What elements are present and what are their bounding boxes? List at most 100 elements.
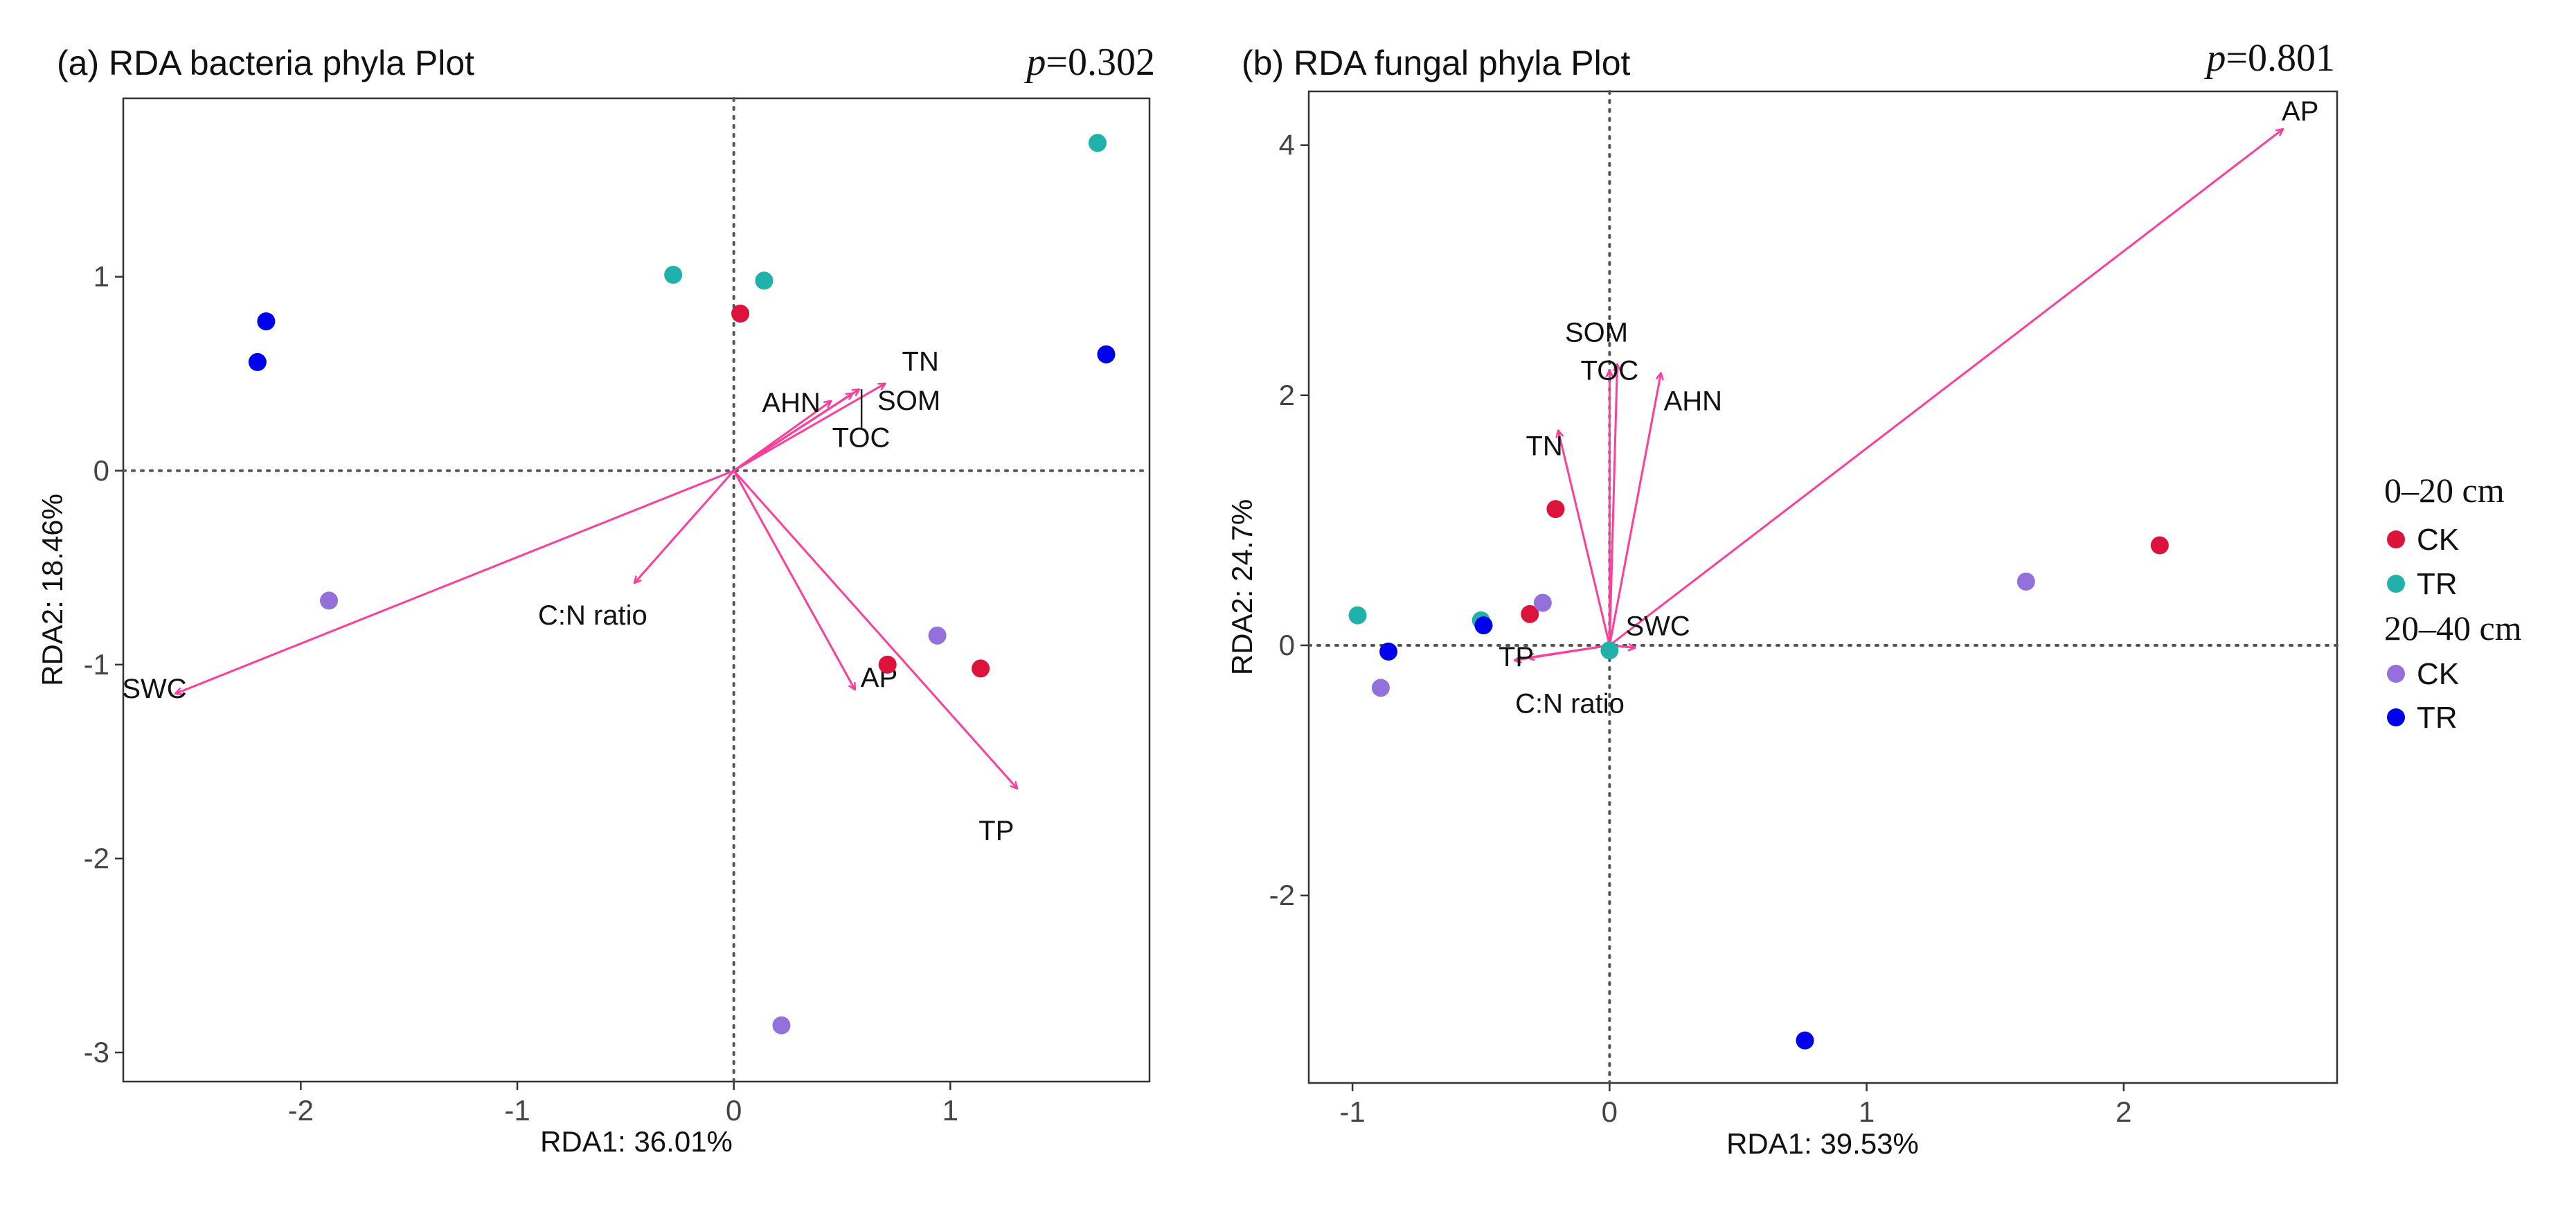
legend: 0–20 cm CK TR 20–40 cm CK TR [2384,471,2522,735]
panel-a-p-value: p=0.302 [1023,41,1155,84]
panel-b-reference-lines [1307,90,2338,1084]
panel-a-x-ticks: -2 -1 0 1 [288,1082,958,1127]
legend-label-20-40-ck: CK [2417,657,2459,691]
legend-label-0-20-tr: TR [2417,567,2458,601]
panel-a-title: (a) RDA bacteria phyla Plot [57,44,474,82]
arrow-swc [175,469,735,694]
arrow-label-swc: SWC [1625,611,1690,642]
y-tick-label: -1 [84,648,109,681]
data-point [755,271,773,290]
arrow-ahn [1608,373,1661,646]
arrow-som [1608,364,1617,646]
panel-b-x-axis-label: RDA1: 39.53% [1726,1127,1919,1160]
data-point [248,352,267,371]
data-point [1796,1031,1814,1050]
arrow-label-tp: TP [1499,642,1534,672]
y-tick-label: -2 [84,842,109,875]
x-tick-label: 0 [726,1094,742,1127]
data-point [664,265,683,284]
arrow-label-swc: SWC [122,674,186,704]
legend-swatch-20-40-tr [2387,708,2405,726]
arrow-ahn [733,401,832,472]
arrow-label-tp: TP [978,816,1014,846]
arrow-label-tn: TN [1526,431,1562,461]
data-point [1533,593,1552,612]
y-tick-label: -3 [84,1036,109,1068]
panel-a-x-axis-label: RDA1: 36.01% [540,1125,733,1158]
arrow-tp [733,469,1018,789]
y-tick-label: 0 [93,454,109,487]
arrow-label-ahn: AHN [1664,386,1722,416]
arrow-tn [1558,430,1611,646]
panel-a-y-ticks: -3 -2 -1 0 1 [84,260,123,1068]
y-tick-label: 0 [1279,629,1295,661]
legend-swatch-0-20-tr [2387,575,2405,593]
panel-a-y-axis-label: RDA2: 18.46% [36,494,69,686]
data-point [1379,642,1398,661]
panel-b-y-axis-label: RDA2: 24.7% [1226,499,1258,675]
arrow-label-tn: TN [902,347,939,377]
panel-a-arrows [175,384,1017,789]
panel-b-title: (b) RDA fungal phyla Plot [1242,44,1631,82]
data-point [1474,616,1493,635]
panel-b-arrows [1514,129,2283,660]
data-point [731,304,750,323]
data-point [772,1016,791,1035]
panel-a-points [248,134,1116,1035]
y-tick-label: 1 [93,260,109,293]
x-tick-label: 0 [1602,1095,1618,1128]
data-point [1088,134,1107,152]
legend-label-20-40-tr: TR [2417,701,2458,735]
x-tick-label: 1 [942,1094,958,1127]
arrow-toc [733,393,853,472]
arrow-label-cnratio: C:N ratio [538,600,647,631]
arrow-label-ap: AP [2282,96,2318,127]
panel-a-reference-lines [122,97,1151,1083]
x-tick-label: 1 [1859,1095,1875,1128]
data-point [257,312,276,331]
data-point [320,591,339,610]
y-tick-label: 4 [1279,129,1295,161]
arrow-label-toc: TOC [1581,356,1639,386]
data-point [1097,345,1116,364]
arrow-cnratio [634,469,735,583]
data-point [1600,641,1619,660]
panel-b-y-ticks: -2 0 2 4 [1269,129,1309,911]
data-point [1348,606,1367,625]
data-point [928,626,947,645]
y-tick-label: -2 [1269,879,1295,911]
arrow-ap [1609,129,2283,647]
arrow-tn [733,384,886,472]
panel-b: (b) RDA fungal phyla Plot p=0.801 -1 0 1 2 … [1226,37,2338,1160]
arrow-label-som: SOM [877,386,940,416]
legend-title-0-20cm: 0–20 cm [2384,471,2505,510]
legend-label-0-20-ck: CK [2417,523,2459,557]
panel-b-p-value: p=0.801 [2203,37,2335,80]
arrow-label-som: SOM [1565,318,1628,348]
data-point [1546,500,1565,519]
data-point [972,659,990,678]
data-point [2150,536,2169,555]
legend-title-20-40cm: 20–40 cm [2384,609,2522,647]
panel-b-arrow-labels: AP SOM TOC AHN TN SWC C:N ratio TP [1499,96,2318,719]
panel-a: (a) RDA bacteria phyla Plot p=0.302 -2 -1… [36,41,1155,1158]
x-tick-label: 2 [2116,1095,2131,1128]
x-tick-label: -1 [1339,1095,1365,1128]
data-point [878,655,897,674]
panel-b-plot-frame [1307,90,2338,1084]
arrow-ap [733,470,855,690]
legend-swatch-0-20-ck [2387,530,2405,548]
data-point [1521,604,1539,623]
y-tick-label: 2 [1279,379,1295,411]
panel-b-points [1348,500,2169,1050]
arrow-tp [1528,644,1610,658]
legend-swatch-20-40-ck [2387,665,2405,683]
arrow-label-cnratio: C:N ratio [1515,689,1625,719]
arrow-label-ahn: AHN [762,388,820,418]
data-point [1371,679,1390,697]
x-tick-label: -2 [288,1094,314,1127]
x-tick-label: -1 [504,1094,530,1127]
panel-b-x-ticks: -1 0 1 2 [1339,1083,2132,1128]
